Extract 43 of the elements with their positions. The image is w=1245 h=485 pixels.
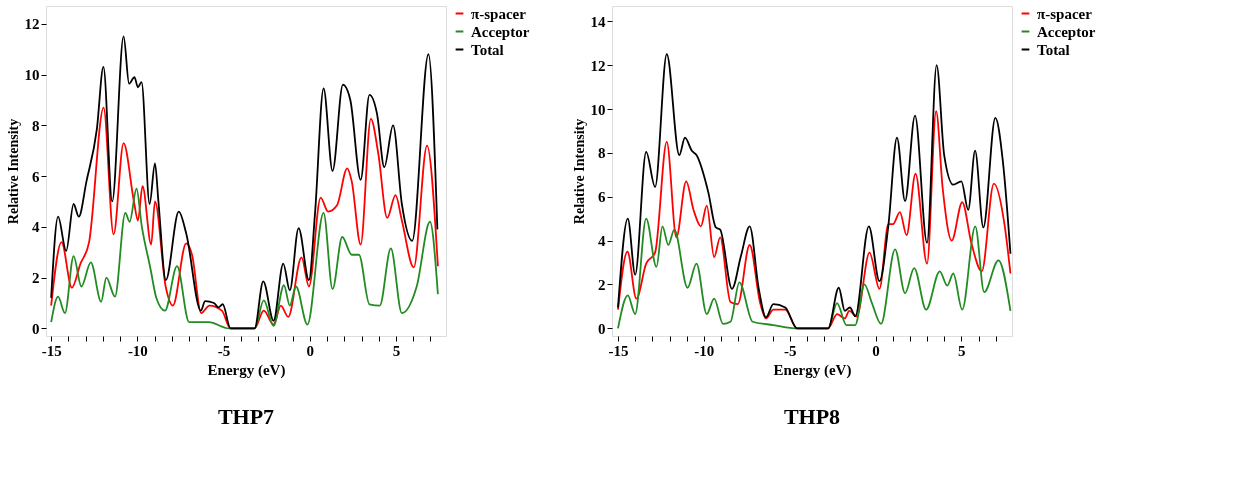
y-tick-label: 14 bbox=[590, 13, 606, 30]
x-axis-title: Energy (eV) bbox=[773, 361, 852, 379]
y-axis-title: Relative Intensity bbox=[571, 118, 587, 225]
x-tick-label: 5 bbox=[958, 342, 966, 359]
x-axis-title: Energy (eV) bbox=[207, 361, 286, 379]
y-tick-label: 4 bbox=[598, 233, 606, 250]
x-tick-label: -15 bbox=[608, 342, 629, 359]
y-tick-label: 12 bbox=[590, 57, 606, 74]
line-series bbox=[617, 217, 1012, 330]
y-tick-label: 6 bbox=[598, 189, 606, 206]
legend-label: Acceptor bbox=[1037, 23, 1096, 40]
y-tick-label: 6 bbox=[32, 168, 40, 185]
x-tick-label: -10 bbox=[127, 342, 148, 359]
text: THP8 bbox=[783, 404, 841, 429]
y-tick-label: 0 bbox=[32, 320, 40, 337]
legend-label: Acceptor bbox=[471, 23, 530, 40]
x-tick-label: 5 bbox=[392, 342, 401, 359]
legend-label: π-spacer bbox=[1037, 5, 1093, 22]
x-tick-label: -10 bbox=[694, 342, 715, 359]
y-tick-label: 4 bbox=[32, 219, 40, 236]
line-series bbox=[50, 106, 439, 330]
line-series bbox=[50, 187, 439, 330]
legend-label: Total bbox=[471, 41, 504, 58]
line-series bbox=[50, 35, 439, 330]
line-series bbox=[617, 110, 1012, 330]
x-tick-label: 0 bbox=[872, 342, 880, 359]
x-tick-label: -5 bbox=[217, 342, 231, 359]
y-tick-label: 12 bbox=[24, 16, 40, 33]
line-series bbox=[617, 53, 1012, 330]
y-tick-label: 2 bbox=[598, 276, 606, 293]
y-tick-label: 10 bbox=[24, 67, 40, 84]
y-tick-label: 8 bbox=[598, 145, 606, 162]
legend-label: π-spacer bbox=[471, 5, 527, 22]
text: THP7 bbox=[217, 404, 275, 429]
y-tick-label: 8 bbox=[32, 117, 40, 134]
y-tick-label: 10 bbox=[590, 101, 606, 118]
x-tick-label: -5 bbox=[783, 342, 797, 359]
y-tick-label: 2 bbox=[32, 270, 40, 287]
y-tick-label: 0 bbox=[598, 320, 606, 337]
legend-label: Total bbox=[1037, 41, 1070, 58]
y-axis-title: Relative Intensity bbox=[5, 118, 21, 225]
x-tick-label: -15 bbox=[41, 342, 62, 359]
x-tick-label: 0 bbox=[306, 342, 315, 359]
